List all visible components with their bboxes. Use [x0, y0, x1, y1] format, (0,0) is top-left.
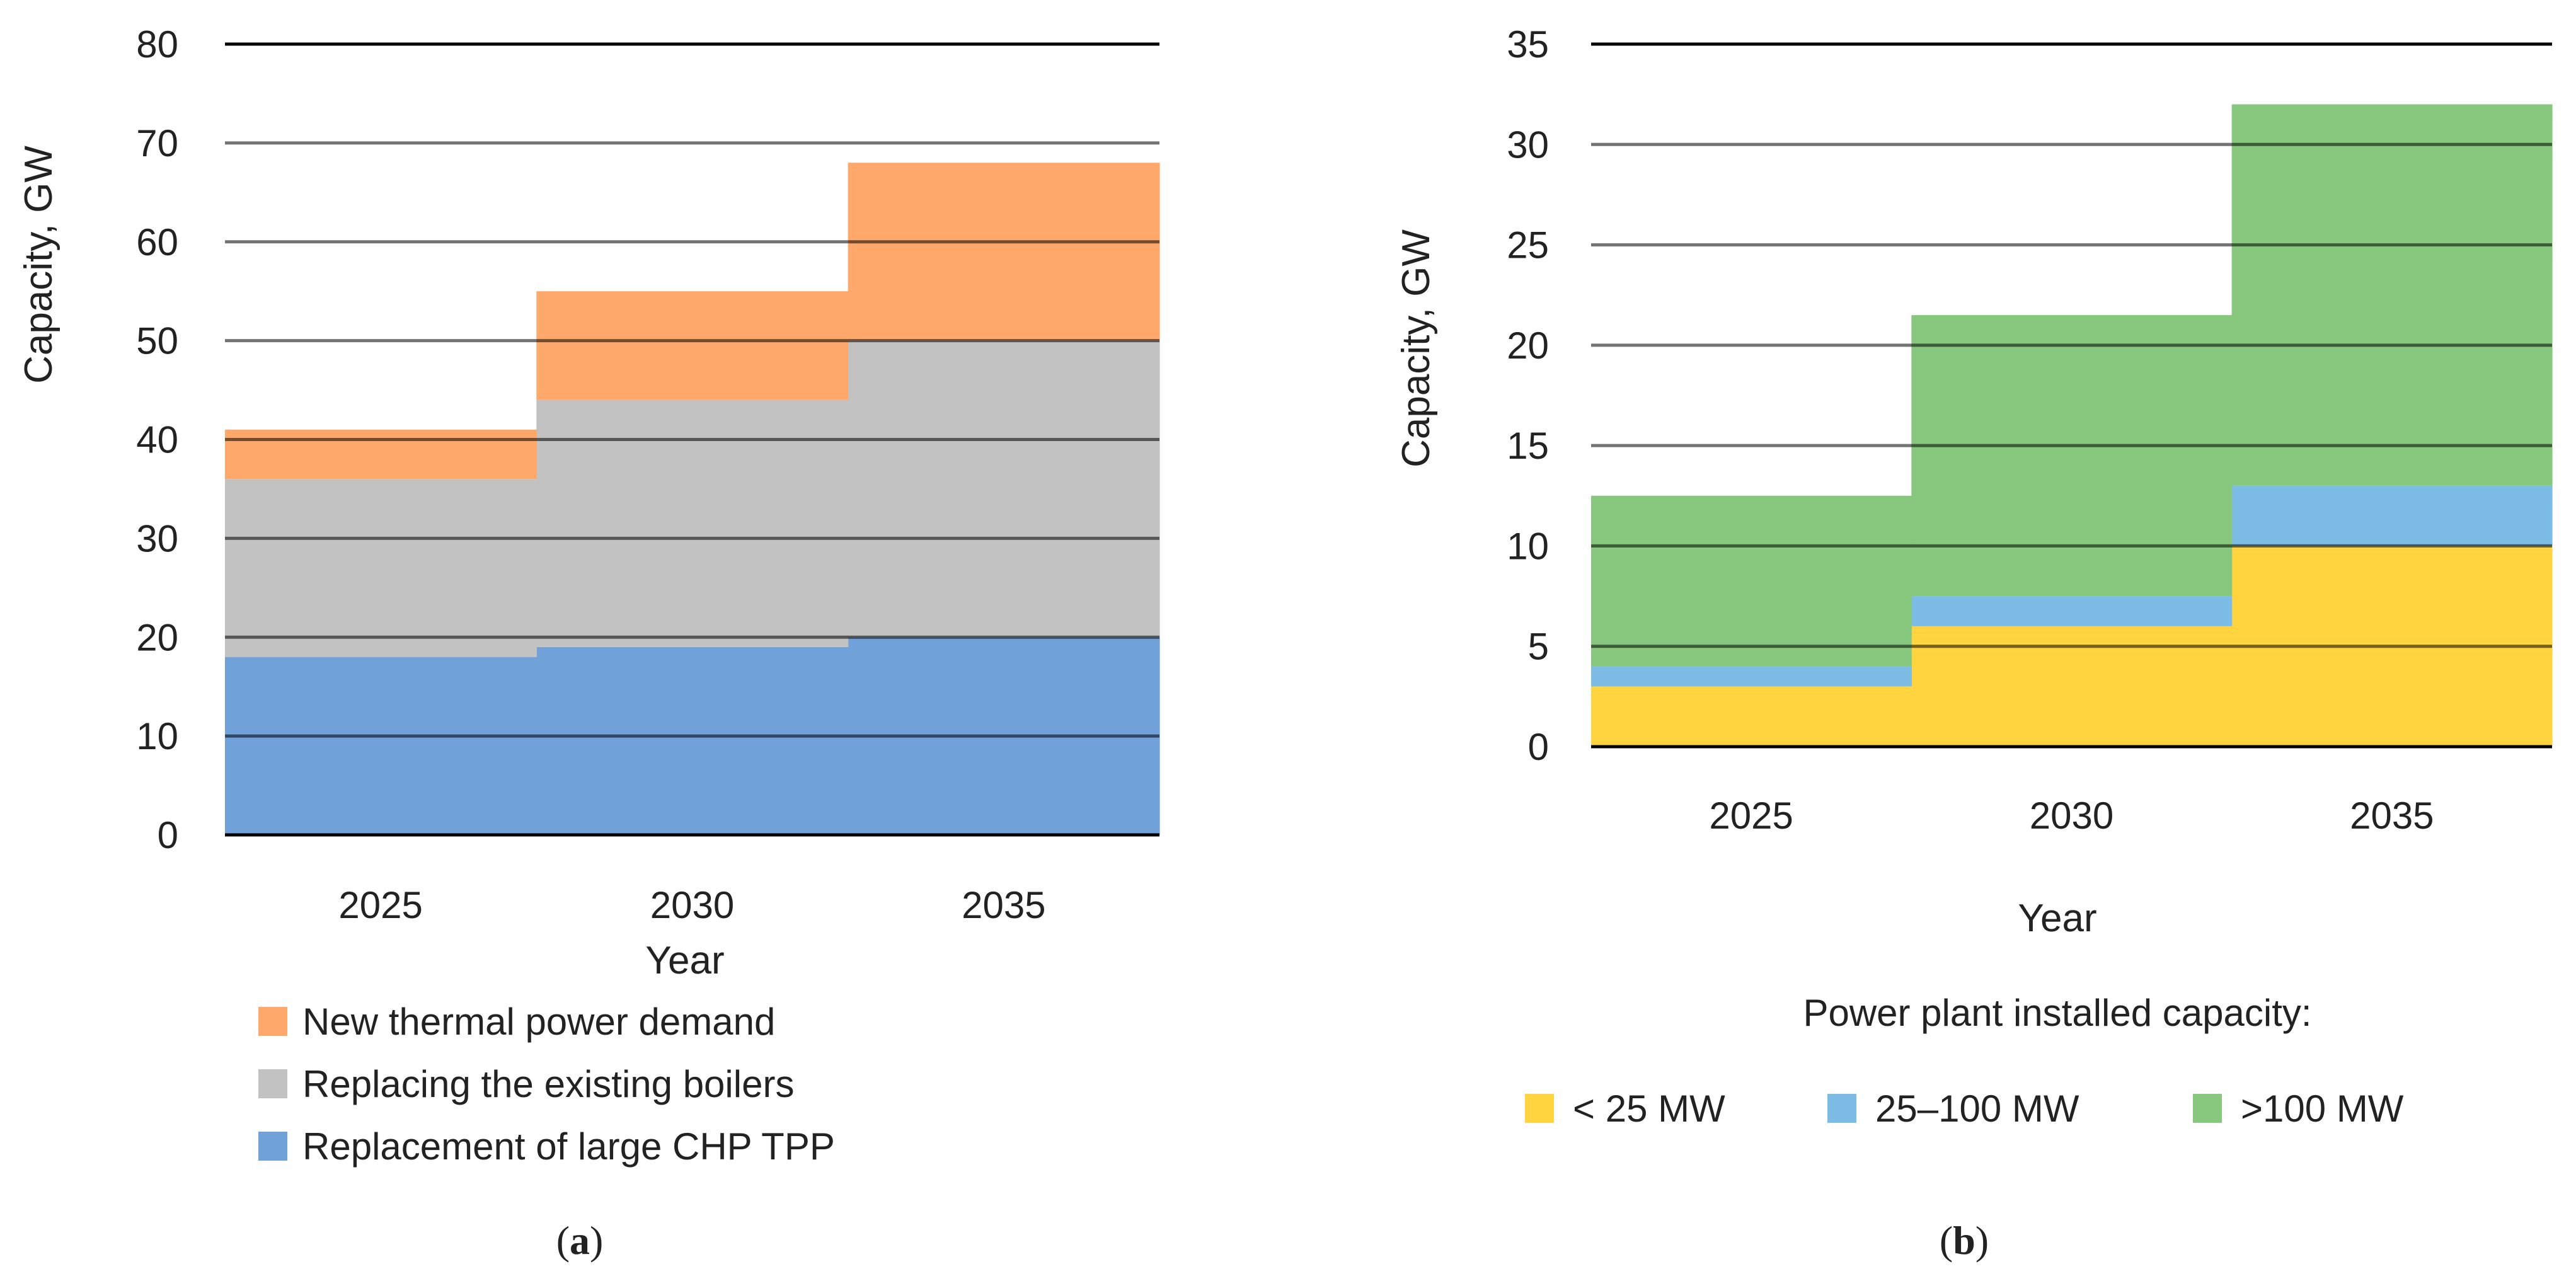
chart-b-series-1: [1591, 485, 2553, 687]
chart-b-y-tick-7: 35: [1507, 23, 1549, 66]
chart-a-y-ticks: 0 10 20 30 40 50 60 70 80: [136, 23, 178, 856]
chart-a-legend-item-1: Replacing the existing boilers: [258, 1063, 794, 1105]
chart-b-gridlines: [1591, 42, 2552, 749]
chart-b-x-axis-title: Year: [2018, 897, 2096, 940]
chart-b-area-0-1: [1911, 626, 2233, 747]
chart-a-area-1-1: [536, 399, 849, 647]
chart-a-y-tick-1: 10: [136, 715, 178, 757]
chart-b-legend-item-1: 25–100 MW: [1827, 1088, 2079, 1130]
chart-b-area-1-2: [2231, 485, 2553, 546]
chart-a-y-axis-title: Capacity, GW: [17, 146, 60, 384]
chart-a-area-2-0: [225, 429, 537, 480]
chart-b-y-tick-4: 20: [1507, 325, 1549, 367]
chart-b-area-1-0: [1591, 666, 1912, 687]
chart-b-legend-title: Power plant installed capacity:: [1803, 992, 2311, 1034]
chart-a-areas: [225, 163, 1160, 835]
chart-b-areas: [1591, 104, 2553, 747]
chart-a-legend-item-2: New thermal power demand: [258, 1001, 775, 1043]
chart-a-series-2: [225, 163, 1160, 480]
chart-a-y-tick-7: 70: [136, 122, 178, 164]
chart-a-legend-label-1: Replacing the existing boilers: [302, 1063, 794, 1105]
chart-b-area-0-0: [1591, 686, 1912, 747]
chart-a-y-tick-5: 50: [136, 320, 178, 362]
chart-a-y-tick-0: 0: [158, 814, 178, 856]
chart-b-area-2-2: [2231, 104, 2553, 486]
chart-b-area-1-1: [1911, 596, 2233, 626]
chart-a-gridlines: [225, 42, 1159, 837]
chart-a-area-1-0: [225, 479, 537, 657]
chart-a-legend-label-2: New thermal power demand: [302, 1001, 775, 1043]
chart-a-area-0-0: [225, 657, 537, 835]
chart-b-x-ticks: 2025 2030 2035: [1709, 795, 2434, 837]
chart-b-legend-label-1: 25–100 MW: [1875, 1088, 2079, 1130]
chart-a-y-tick-6: 60: [136, 221, 178, 263]
chart-b-area-2-1: [1911, 315, 2233, 597]
chart-a-x-tick-2: 2035: [962, 884, 1045, 926]
chart-b-y-tick-1: 5: [1528, 626, 1549, 668]
chart-b-panel-label: (b): [1940, 1218, 1989, 1263]
chart-a-y-tick-3: 30: [136, 517, 178, 560]
chart-b-legend-swatch-2: [2193, 1094, 2222, 1123]
chart-a-x-ticks: 2025 2030 2035: [338, 884, 1045, 926]
chart-b-legend-item-0: < 25 MW: [1525, 1088, 1725, 1130]
chart-b-legend-swatch-1: [1827, 1094, 1856, 1123]
chart-a-series-1: [225, 340, 1160, 657]
chart-b-legend-item-2: >100 MW: [2193, 1088, 2404, 1130]
chart-b-y-tick-2: 10: [1507, 525, 1549, 567]
chart-a-panel-label: (a): [556, 1218, 604, 1263]
chart-b-area-2-0: [1591, 495, 1912, 667]
chart-a-area-2-2: [848, 163, 1160, 341]
chart-b-x-tick-2: 2035: [2350, 795, 2434, 837]
chart-b-y-axis-title: Capacity, GW: [1394, 229, 1438, 468]
chart-b-y-tick-0: 0: [1528, 726, 1549, 768]
chart-b-x-tick-1: 2030: [2030, 795, 2113, 837]
chart-a-legend-swatch-2: [258, 1007, 287, 1036]
chart-a-area-2-1: [536, 291, 849, 400]
chart-a-area-0-1: [536, 646, 849, 835]
chart-a-y-tick-2: 20: [136, 616, 178, 658]
chart-b-legend-swatch-0: [1525, 1094, 1554, 1123]
chart-a-y-tick-8: 80: [136, 23, 178, 66]
chart-b-x-tick-0: 2025: [1709, 795, 1793, 837]
chart-a-legend-swatch-1: [258, 1069, 287, 1098]
chart-a-legend-label-0: Replacement of large CHP TPP: [302, 1125, 835, 1168]
chart-b-y-tick-5: 25: [1507, 224, 1549, 267]
chart-b-legend: < 25 MW 25–100 MW >100 MW: [1525, 1088, 2404, 1130]
chart-b-legend-label-2: >100 MW: [2241, 1088, 2404, 1130]
chart-b-y-tick-3: 15: [1507, 425, 1549, 467]
chart-a-y-tick-4: 40: [136, 419, 178, 461]
chart-b-series-2: [1591, 104, 2553, 667]
chart-b-legend-label-0: < 25 MW: [1573, 1088, 1725, 1130]
chart-a-x-axis-title: Year: [645, 939, 724, 982]
chart-a-area-1-2: [848, 340, 1160, 638]
chart-a-legend-swatch-0: [258, 1132, 287, 1161]
chart-a-legend-item-0: Replacement of large CHP TPP: [258, 1125, 835, 1168]
chart-a-legend: New thermal power demand Replacing the ex…: [258, 1001, 835, 1168]
chart-a-x-tick-0: 2025: [338, 884, 422, 926]
chart-b-y-ticks: 0 5 10 15 20 25 30 35: [1507, 23, 1549, 768]
chart-b-y-tick-6: 30: [1507, 124, 1549, 166]
chart-a-x-tick-1: 2030: [650, 884, 734, 926]
